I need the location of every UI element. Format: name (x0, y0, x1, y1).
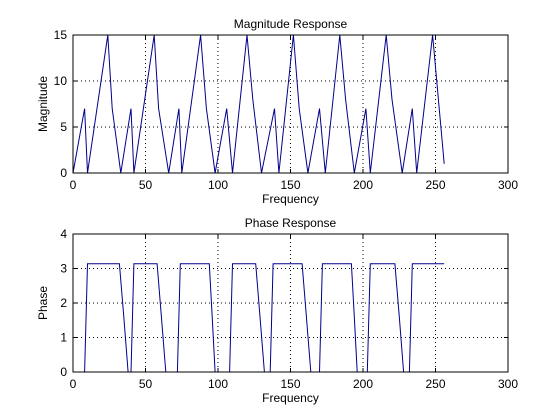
magnitude-title: Magnitude Response (234, 17, 348, 31)
phase-xlabel: Frequency (262, 391, 319, 405)
magnitude-ylabel: Magnitude (36, 76, 50, 132)
magnitude-ytick-label: 5 (60, 120, 67, 134)
magnitude-ytick-label: 0 (60, 166, 67, 180)
magnitude-ytick-label: 15 (54, 28, 68, 42)
magnitude-axes: 0 50 100 150 200 250 300 0 5 10 15 Magnitude Respon… (36, 17, 518, 206)
phase-series-line (73, 263, 445, 373)
phase-title: Phase Response (245, 216, 337, 230)
magnitude-series-line (72, 34, 445, 174)
magnitude-xtick-label: 50 (139, 178, 153, 192)
magnitude-xtick-label: 250 (425, 178, 445, 192)
phase-xtick-label: 200 (353, 377, 373, 391)
phase-xtick-label: 100 (208, 377, 228, 391)
phase-xtick-label: 300 (498, 377, 518, 391)
phase-axes: 0 50 100 150 200 250 300 0 1 2 3 4 Phase Response Fre… (36, 216, 518, 405)
phase-xtick-label: 150 (280, 377, 300, 391)
phase-ytick-label: 4 (60, 227, 67, 241)
magnitude-xlabel: Frequency (262, 192, 319, 206)
magnitude-xtick-label: 300 (498, 178, 518, 192)
magnitude-xtick-label: 200 (353, 178, 373, 192)
phase-xtick-label: 0 (70, 377, 77, 391)
phase-ylabel: Phase (36, 286, 50, 320)
phase-ytick-label: 3 (60, 262, 67, 276)
phase-ytick-label: 2 (60, 296, 67, 310)
magnitude-xtick-label: 150 (280, 178, 300, 192)
phase-ytick-label: 0 (60, 365, 67, 379)
phase-xtick-label: 250 (425, 377, 445, 391)
phase-ytick-label: 1 (60, 331, 67, 345)
magnitude-ytick-label: 10 (54, 74, 68, 88)
magnitude-xtick-label: 100 (208, 178, 228, 192)
phase-xtick-label: 50 (139, 377, 153, 391)
magnitude-xtick-label: 0 (70, 178, 77, 192)
